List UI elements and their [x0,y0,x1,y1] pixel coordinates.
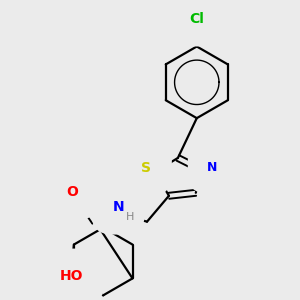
Text: S: S [141,161,151,175]
Text: O: O [66,185,78,199]
Text: N: N [112,200,124,214]
Text: N: N [206,161,217,174]
Text: Cl: Cl [189,12,204,26]
Text: HO: HO [60,269,84,284]
Text: H: H [126,212,134,222]
